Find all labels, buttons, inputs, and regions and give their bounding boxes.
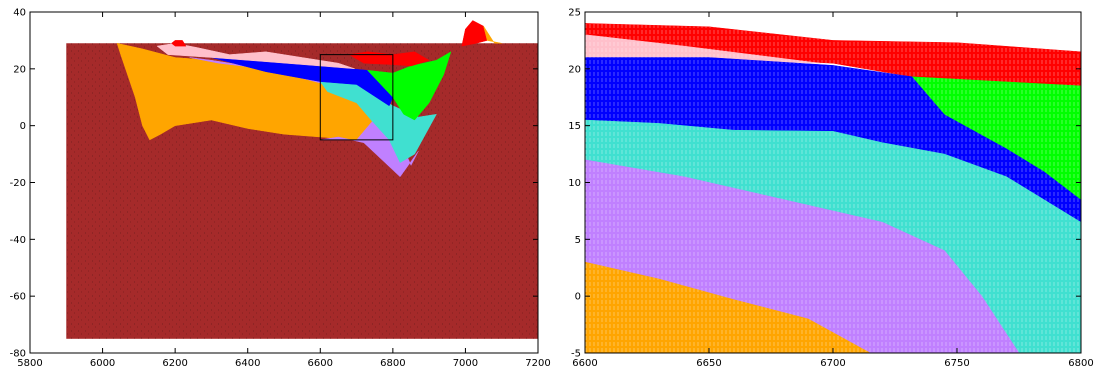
right-layer-mesh-5 [585,159,1019,353]
left-xtick-label-5: 6800 [380,358,405,369]
left-layer-5 [366,51,452,121]
left-layer-6 [348,51,430,67]
right-xtick-label-2: 6700 [820,358,845,369]
left-layer-4 [156,43,355,70]
right-ytick-label-2: 5 [575,235,581,246]
left-ytick-label-1: -60 [10,292,26,303]
left-xtick-label-4: 6600 [308,358,333,369]
left-xtick-label-2: 6200 [162,358,187,369]
right-ytick-label-4: 15 [568,121,581,132]
right-layer-mesh-4 [585,120,1081,353]
right-layer-mesh-2 [585,57,1081,223]
left-layer-8 [483,26,502,44]
left-xtick-label-7: 7200 [525,358,550,369]
left-plot-area [66,20,538,339]
left-layer-7 [461,20,488,47]
right-ytick-label-5: 20 [568,64,581,75]
left-ytick-label-2: -40 [10,235,26,246]
left-ytick-label-6: 40 [13,8,26,19]
right-layer-mesh-6 [585,262,871,353]
right-plot-area [585,23,1081,353]
left-xtick-label-6: 7000 [453,358,478,369]
left-ytick-label-0: -80 [10,349,26,360]
right-chart-panel: 6600 6650 6700 6750 6800 -5 0 5 10 15 20 25 [568,8,1093,370]
right-ytick-label-0: -5 [571,349,581,360]
right-layer-mesh-0 [585,23,1081,86]
right-xtick-label-4: 6800 [1068,358,1093,369]
right-xtick-label-3: 6750 [944,358,969,369]
right-ytick-label-1: 0 [575,292,581,303]
left-ytick-label-4: 0 [20,121,26,132]
right-ytick-label-3: 10 [568,178,581,189]
right-layer-mesh-1 [585,34,821,64]
left-ytick-label-5: 20 [13,64,26,75]
left-xtick-label-0: 5800 [17,358,42,369]
left-inset-box [319,54,394,141]
left-ytick-label-3: -20 [10,178,26,189]
right-xtick-label-1: 6650 [696,358,721,369]
right-layer-mesh-3 [912,76,1081,200]
left-xtick-label-1: 6000 [90,358,115,369]
left-xtick-label-3: 6400 [235,358,260,369]
right-xtick-label-0: 6600 [572,358,597,369]
left-layer-9 [171,40,187,47]
right-ytick-label-6: 25 [568,8,581,19]
left-chart-panel: 5800 6000 6200 6400 6600 6800 7000 7200 -80 -60 -4… [10,8,551,370]
